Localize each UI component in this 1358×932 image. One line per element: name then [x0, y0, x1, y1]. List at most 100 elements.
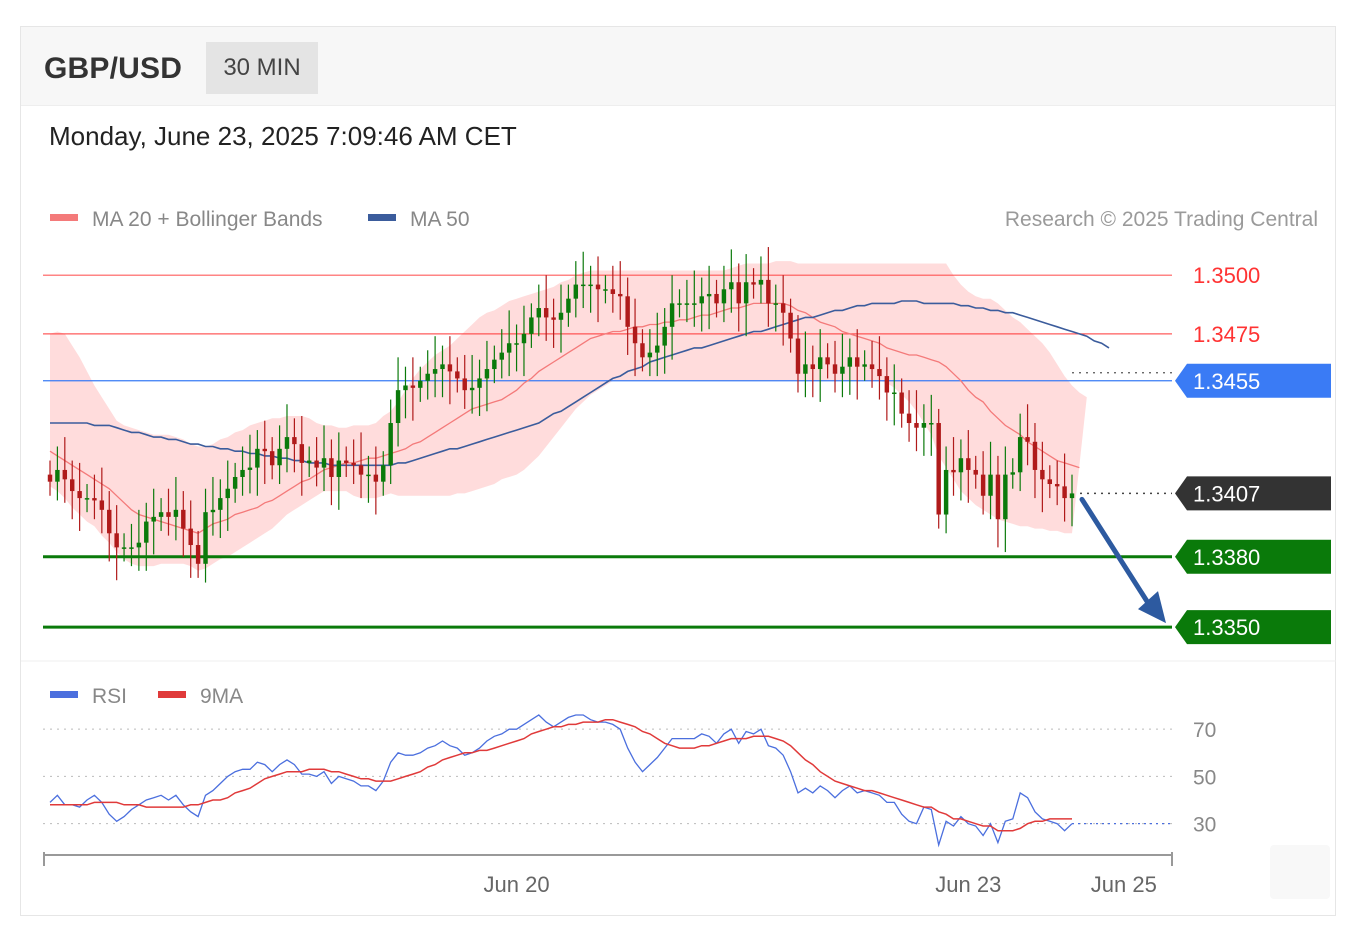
- candle: [906, 413, 912, 424]
- rsi-ma-legend-swatch: [158, 691, 186, 698]
- candle: [847, 357, 853, 367]
- candle: [1047, 479, 1053, 485]
- candle: [373, 474, 379, 482]
- resistance-label: 1.3475: [1193, 322, 1260, 347]
- candle: [136, 542, 142, 548]
- candle: [573, 284, 579, 299]
- candle: [306, 460, 312, 463]
- candle: [951, 469, 956, 473]
- candle: [780, 303, 786, 313]
- candle: [484, 369, 490, 379]
- corner-control: [1270, 845, 1330, 899]
- candle: [743, 282, 749, 304]
- resistance-label: 1.3500: [1193, 263, 1260, 288]
- candle: [869, 364, 875, 370]
- candle: [1003, 474, 1008, 520]
- candle: [632, 326, 638, 344]
- candle: [736, 282, 741, 304]
- candle: [1054, 484, 1060, 487]
- candle: [99, 500, 105, 510]
- candle: [958, 458, 964, 473]
- candle: [158, 512, 164, 517]
- candle: [462, 378, 467, 391]
- candle: [181, 509, 186, 529]
- candle: [773, 303, 778, 305]
- candle: [803, 364, 808, 374]
- rsi-chart: 70 50 30: [43, 714, 1216, 848]
- candle: [47, 474, 53, 482]
- candle: [943, 469, 949, 515]
- candle: [269, 451, 275, 466]
- candle: [114, 533, 119, 548]
- candle: [884, 376, 890, 393]
- candle: [721, 289, 727, 304]
- current-label: 1.3407: [1193, 481, 1260, 506]
- candle: [366, 474, 371, 477]
- candle: [936, 423, 941, 515]
- candle: [492, 359, 497, 370]
- rsi-line: [49, 714, 1073, 848]
- projection-arrow: [1079, 496, 1155, 612]
- chart-header: GBP/USD 30 MIN: [21, 27, 1335, 106]
- candle: [817, 357, 823, 370]
- candle: [84, 498, 90, 500]
- candle: [758, 279, 764, 285]
- candle: [144, 521, 149, 543]
- candle: [751, 282, 756, 285]
- symbol-title: GBP/USD: [44, 52, 183, 85]
- ma50-legend-swatch: [368, 214, 396, 221]
- candle: [129, 547, 134, 549]
- candle: [329, 458, 334, 477]
- candle: [255, 448, 260, 468]
- candle: [351, 462, 356, 466]
- candle: [344, 460, 349, 463]
- support-label: 1.3350: [1193, 615, 1260, 640]
- candle: [336, 460, 342, 477]
- candle: [292, 437, 297, 445]
- x-tick-label: Jun 23: [935, 872, 1001, 897]
- rsi-ma-line: [50, 718, 1072, 832]
- pivot-label: 1.3455: [1193, 369, 1260, 394]
- candle: [625, 296, 630, 327]
- candle: [55, 469, 60, 482]
- candle: [299, 444, 305, 463]
- candle: [381, 465, 386, 482]
- candle: [514, 343, 519, 345]
- candle: [262, 448, 267, 452]
- candle: [69, 479, 75, 492]
- candle: [529, 317, 534, 334]
- rsi-tick-label: 50: [1193, 766, 1216, 789]
- candle: [173, 509, 179, 517]
- candle: [995, 474, 1001, 520]
- candle: [440, 364, 445, 370]
- candle: [677, 303, 682, 305]
- candle: [706, 293, 712, 297]
- bollinger-band: [50, 261, 1087, 571]
- candle: [929, 423, 934, 425]
- candle: [580, 284, 586, 287]
- candle: [877, 369, 882, 377]
- rsi-tick-label: 30: [1193, 814, 1216, 837]
- candle: [506, 343, 512, 353]
- timeframe-button[interactable]: 30 MIN: [206, 42, 318, 94]
- candle: [1010, 472, 1015, 475]
- candle: [1062, 486, 1067, 499]
- rsi-legend-label: RSI: [92, 685, 127, 708]
- candle: [210, 509, 216, 513]
- ma50-legend-label: MA 50: [410, 208, 470, 231]
- price-chart: 1.3500 1.3475 1.3455 1.3407 1.3380 1.3350: [43, 247, 1331, 645]
- candle: [203, 512, 208, 564]
- candle: [477, 378, 482, 388]
- candle: [225, 488, 230, 499]
- candle: [247, 467, 253, 470]
- ma20-line: [49, 302, 1080, 535]
- candle: [655, 345, 660, 353]
- candle: [469, 387, 475, 391]
- candle: [862, 364, 867, 367]
- candle: [410, 385, 416, 388]
- rsi-legend-swatch: [50, 691, 78, 698]
- candle: [92, 498, 97, 501]
- candle: [1040, 469, 1045, 480]
- candle: [418, 380, 423, 388]
- candle: [358, 465, 364, 475]
